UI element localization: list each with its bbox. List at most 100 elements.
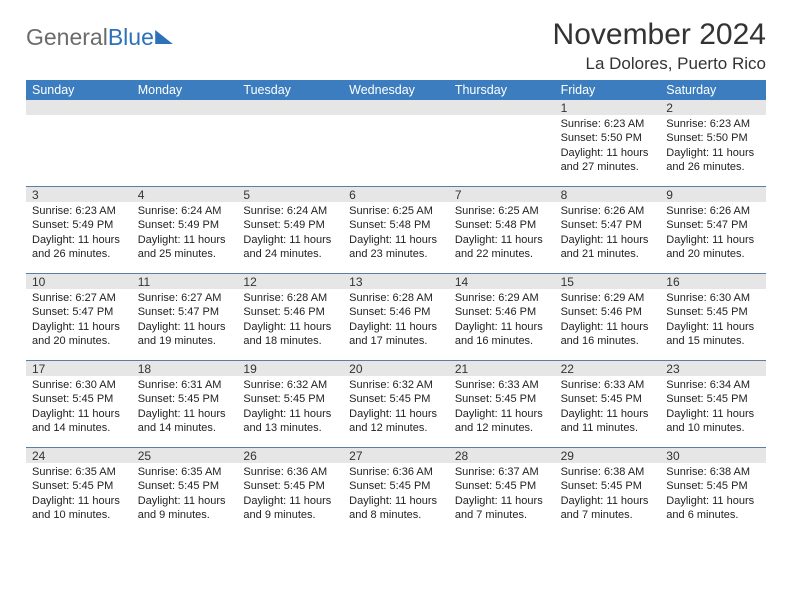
calendar-cell bbox=[26, 100, 132, 186]
calendar-cell: 1Sunrise: 6:23 AMSunset: 5:50 PMDaylight… bbox=[555, 100, 661, 186]
location-subtitle: La Dolores, Puerto Rico bbox=[553, 54, 766, 74]
calendar-cell: 9Sunrise: 6:26 AMSunset: 5:47 PMDaylight… bbox=[660, 187, 766, 273]
day-number: 9 bbox=[660, 187, 766, 202]
day-number: 29 bbox=[555, 448, 661, 463]
calendar-cell: 3Sunrise: 6:23 AMSunset: 5:49 PMDaylight… bbox=[26, 187, 132, 273]
weekday-header: Sunday bbox=[26, 80, 132, 100]
day-detail: Sunrise: 6:37 AMSunset: 5:45 PMDaylight:… bbox=[449, 463, 555, 526]
day-number: 8 bbox=[555, 187, 661, 202]
day-detail: Sunrise: 6:33 AMSunset: 5:45 PMDaylight:… bbox=[449, 376, 555, 439]
day-detail: Sunrise: 6:35 AMSunset: 5:45 PMDaylight:… bbox=[132, 463, 238, 526]
day-detail bbox=[343, 115, 449, 121]
calendar-cell bbox=[132, 100, 238, 186]
calendar-cell: 4Sunrise: 6:24 AMSunset: 5:49 PMDaylight… bbox=[132, 187, 238, 273]
calendar-cell: 21Sunrise: 6:33 AMSunset: 5:45 PMDayligh… bbox=[449, 361, 555, 447]
day-detail: Sunrise: 6:26 AMSunset: 5:47 PMDaylight:… bbox=[660, 202, 766, 265]
calendar-cell: 23Sunrise: 6:34 AMSunset: 5:45 PMDayligh… bbox=[660, 361, 766, 447]
day-detail: Sunrise: 6:29 AMSunset: 5:46 PMDaylight:… bbox=[449, 289, 555, 352]
calendar: Sunday Monday Tuesday Wednesday Thursday… bbox=[26, 80, 766, 534]
day-detail: Sunrise: 6:23 AMSunset: 5:49 PMDaylight:… bbox=[26, 202, 132, 265]
day-number: 17 bbox=[26, 361, 132, 376]
calendar-cell: 24Sunrise: 6:35 AMSunset: 5:45 PMDayligh… bbox=[26, 448, 132, 534]
calendar-cell: 15Sunrise: 6:29 AMSunset: 5:46 PMDayligh… bbox=[555, 274, 661, 360]
day-number bbox=[449, 100, 555, 115]
day-number: 23 bbox=[660, 361, 766, 376]
calendar-cell: 13Sunrise: 6:28 AMSunset: 5:46 PMDayligh… bbox=[343, 274, 449, 360]
day-number: 30 bbox=[660, 448, 766, 463]
day-detail: Sunrise: 6:25 AMSunset: 5:48 PMDaylight:… bbox=[343, 202, 449, 265]
calendar-cell: 10Sunrise: 6:27 AMSunset: 5:47 PMDayligh… bbox=[26, 274, 132, 360]
calendar-cell: 30Sunrise: 6:38 AMSunset: 5:45 PMDayligh… bbox=[660, 448, 766, 534]
calendar-cell: 26Sunrise: 6:36 AMSunset: 5:45 PMDayligh… bbox=[237, 448, 343, 534]
calendar-cell: 2Sunrise: 6:23 AMSunset: 5:50 PMDaylight… bbox=[660, 100, 766, 186]
title-block: November 2024 La Dolores, Puerto Rico bbox=[553, 18, 766, 74]
calendar-page: GeneralBlue November 2024 La Dolores, Pu… bbox=[0, 0, 792, 612]
day-detail: Sunrise: 6:31 AMSunset: 5:45 PMDaylight:… bbox=[132, 376, 238, 439]
day-detail bbox=[449, 115, 555, 121]
day-number: 15 bbox=[555, 274, 661, 289]
day-number: 5 bbox=[237, 187, 343, 202]
day-number: 27 bbox=[343, 448, 449, 463]
day-number: 10 bbox=[26, 274, 132, 289]
month-title: November 2024 bbox=[553, 18, 766, 52]
day-number: 19 bbox=[237, 361, 343, 376]
day-detail: Sunrise: 6:32 AMSunset: 5:45 PMDaylight:… bbox=[237, 376, 343, 439]
weekday-header: Wednesday bbox=[343, 80, 449, 100]
day-detail: Sunrise: 6:29 AMSunset: 5:46 PMDaylight:… bbox=[555, 289, 661, 352]
day-detail: Sunrise: 6:28 AMSunset: 5:46 PMDaylight:… bbox=[237, 289, 343, 352]
calendar-cell: 27Sunrise: 6:36 AMSunset: 5:45 PMDayligh… bbox=[343, 448, 449, 534]
day-number: 2 bbox=[660, 100, 766, 115]
calendar-cell: 19Sunrise: 6:32 AMSunset: 5:45 PMDayligh… bbox=[237, 361, 343, 447]
day-detail: Sunrise: 6:38 AMSunset: 5:45 PMDaylight:… bbox=[660, 463, 766, 526]
day-detail: Sunrise: 6:23 AMSunset: 5:50 PMDaylight:… bbox=[660, 115, 766, 178]
day-number: 16 bbox=[660, 274, 766, 289]
day-detail bbox=[132, 115, 238, 121]
brand-triangle-icon bbox=[155, 30, 173, 44]
weekday-header-row: Sunday Monday Tuesday Wednesday Thursday… bbox=[26, 80, 766, 100]
day-number bbox=[26, 100, 132, 115]
day-detail bbox=[26, 115, 132, 121]
day-detail: Sunrise: 6:36 AMSunset: 5:45 PMDaylight:… bbox=[237, 463, 343, 526]
day-number: 28 bbox=[449, 448, 555, 463]
day-number: 24 bbox=[26, 448, 132, 463]
weekday-header: Tuesday bbox=[237, 80, 343, 100]
day-number: 1 bbox=[555, 100, 661, 115]
day-detail bbox=[237, 115, 343, 121]
weekday-header: Thursday bbox=[449, 80, 555, 100]
day-detail: Sunrise: 6:32 AMSunset: 5:45 PMDaylight:… bbox=[343, 376, 449, 439]
calendar-grid: 1Sunrise: 6:23 AMSunset: 5:50 PMDaylight… bbox=[26, 100, 766, 534]
day-number bbox=[237, 100, 343, 115]
calendar-cell: 14Sunrise: 6:29 AMSunset: 5:46 PMDayligh… bbox=[449, 274, 555, 360]
day-detail: Sunrise: 6:26 AMSunset: 5:47 PMDaylight:… bbox=[555, 202, 661, 265]
calendar-cell: 6Sunrise: 6:25 AMSunset: 5:48 PMDaylight… bbox=[343, 187, 449, 273]
day-number: 6 bbox=[343, 187, 449, 202]
day-number: 4 bbox=[132, 187, 238, 202]
brand-logo: GeneralBlue bbox=[26, 24, 172, 51]
day-number: 14 bbox=[449, 274, 555, 289]
day-detail: Sunrise: 6:27 AMSunset: 5:47 PMDaylight:… bbox=[26, 289, 132, 352]
day-number: 18 bbox=[132, 361, 238, 376]
calendar-cell: 25Sunrise: 6:35 AMSunset: 5:45 PMDayligh… bbox=[132, 448, 238, 534]
day-detail: Sunrise: 6:25 AMSunset: 5:48 PMDaylight:… bbox=[449, 202, 555, 265]
calendar-cell: 12Sunrise: 6:28 AMSunset: 5:46 PMDayligh… bbox=[237, 274, 343, 360]
calendar-cell bbox=[449, 100, 555, 186]
calendar-cell bbox=[343, 100, 449, 186]
day-number: 3 bbox=[26, 187, 132, 202]
weekday-header: Monday bbox=[132, 80, 238, 100]
calendar-cell: 8Sunrise: 6:26 AMSunset: 5:47 PMDaylight… bbox=[555, 187, 661, 273]
calendar-cell: 5Sunrise: 6:24 AMSunset: 5:49 PMDaylight… bbox=[237, 187, 343, 273]
day-number: 20 bbox=[343, 361, 449, 376]
calendar-cell: 11Sunrise: 6:27 AMSunset: 5:47 PMDayligh… bbox=[132, 274, 238, 360]
day-detail: Sunrise: 6:23 AMSunset: 5:50 PMDaylight:… bbox=[555, 115, 661, 178]
brand-text-2: Blue bbox=[108, 24, 154, 51]
day-detail: Sunrise: 6:35 AMSunset: 5:45 PMDaylight:… bbox=[26, 463, 132, 526]
calendar-cell bbox=[237, 100, 343, 186]
day-number: 21 bbox=[449, 361, 555, 376]
day-number: 22 bbox=[555, 361, 661, 376]
calendar-cell: 7Sunrise: 6:25 AMSunset: 5:48 PMDaylight… bbox=[449, 187, 555, 273]
day-detail: Sunrise: 6:30 AMSunset: 5:45 PMDaylight:… bbox=[26, 376, 132, 439]
day-number: 12 bbox=[237, 274, 343, 289]
calendar-cell: 28Sunrise: 6:37 AMSunset: 5:45 PMDayligh… bbox=[449, 448, 555, 534]
day-number: 26 bbox=[237, 448, 343, 463]
brand-text-1: General bbox=[26, 24, 108, 51]
